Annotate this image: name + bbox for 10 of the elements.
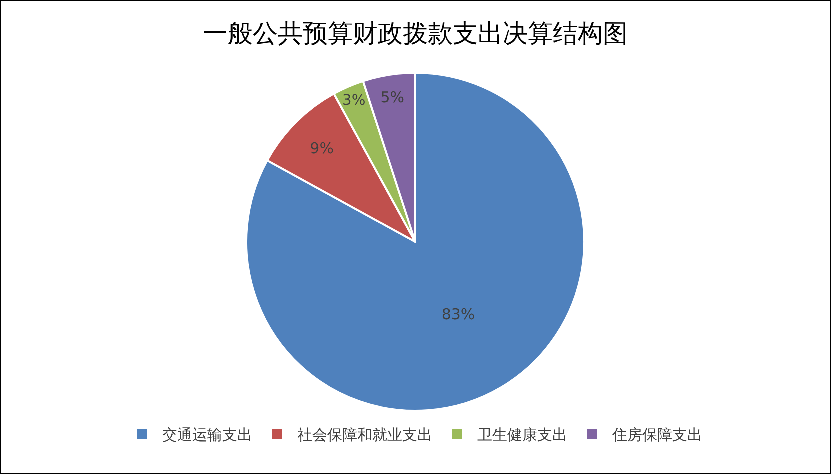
pie-slice <box>246 72 586 412</box>
data-label: 3% <box>342 92 366 110</box>
chart-title: 一般公共预算财政拨款支出决算结构图 <box>203 19 628 48</box>
legend-label: 卫生健康支出 <box>478 426 568 444</box>
legend-label: 住房保障支出 <box>612 426 702 444</box>
data-label: 5% <box>380 88 405 107</box>
legend-label: 交通运输支出 <box>162 426 252 444</box>
legend-label: 社会保障和就业支出 <box>298 426 432 444</box>
data-label: 83% <box>442 306 476 324</box>
data-label: 9% <box>310 140 334 158</box>
